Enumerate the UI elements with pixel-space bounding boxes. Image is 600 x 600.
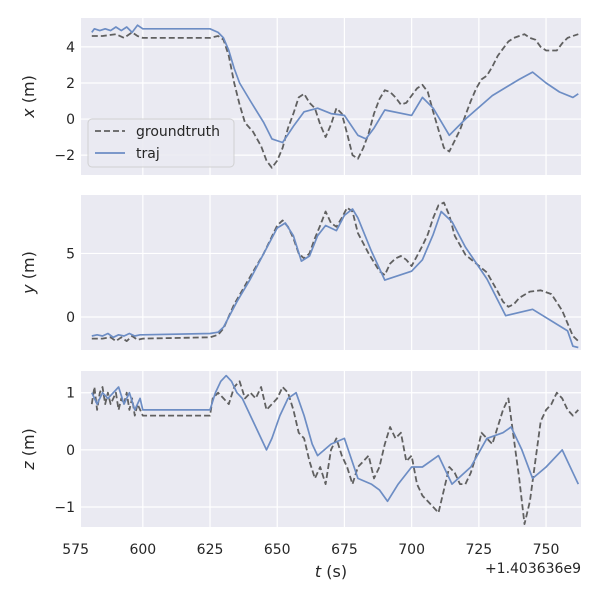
y-tick-label: −2 (54, 148, 75, 164)
legend-label: groundtruth (136, 124, 220, 140)
y-tick-label: −1 (54, 500, 75, 516)
y-tick-label: 0 (66, 112, 75, 128)
traj-line (91, 24, 579, 144)
y-axis-label: x (m) (19, 75, 38, 119)
y-tick-label: 4 (66, 40, 75, 56)
x-tick-label: 575 (62, 542, 89, 558)
x-tick-label: 600 (129, 542, 156, 558)
legend-label: traj (136, 146, 160, 162)
shared-x-axis: 575 600 625 650 675 700 725 750 t (s) +1.403636e9 (62, 542, 581, 581)
y-tick-label: 2 (66, 76, 75, 92)
plot-area-background (81, 195, 581, 350)
traj-line (91, 208, 579, 349)
y-tick-label: 0 (66, 310, 75, 326)
x-tick-label: 650 (264, 542, 291, 558)
x-tick-label: 725 (465, 542, 492, 558)
y-tick-label: 5 (66, 246, 75, 262)
y-tick-label: 0 (66, 443, 75, 459)
y-tick-label: 1 (66, 386, 75, 402)
groundtruth-line (91, 201, 579, 343)
x-offset-label: +1.403636e9 (485, 561, 581, 577)
traj-line (91, 374, 580, 503)
panel-z: −1 0 1 z (m) (19, 371, 581, 527)
groundtruth-line (90, 380, 579, 525)
panel-y: 0 5 y (m) (19, 195, 581, 350)
x-tick-label: 700 (398, 542, 425, 558)
y-axis-label: z (m) (19, 428, 38, 471)
x-tick-label: 675 (331, 542, 358, 558)
groundtruth-line (91, 31, 579, 169)
legend: groundtruth traj (87, 118, 235, 168)
x-tick-label: 750 (533, 542, 560, 558)
y-axis-label: y (m) (19, 251, 38, 295)
x-axis-label: t (s) (315, 562, 347, 581)
x-tick-label: 625 (197, 542, 224, 558)
